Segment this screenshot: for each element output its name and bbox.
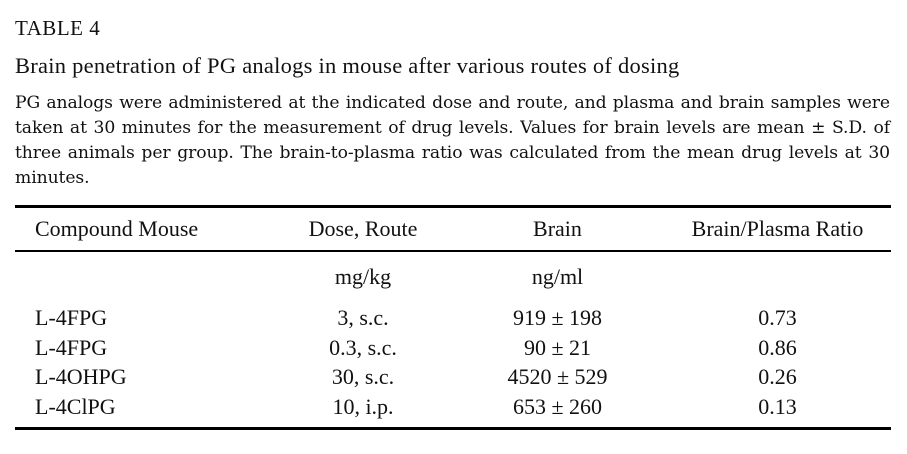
header-brain: Brain	[533, 216, 582, 241]
brain-cell: 653 ± 260	[512, 393, 603, 419]
table-title: Brain penetration of PG analogs in mouse…	[15, 53, 680, 78]
header-table: Compound Mouse Dose, Route Brain Brain/P…	[15, 216, 891, 242]
compound-cell: L-4ClPG	[35, 393, 116, 419]
unit-ratio	[664, 264, 891, 290]
top-rule	[15, 205, 891, 208]
brain-cell: 919 ± 198	[512, 305, 603, 330]
unit-brain: ng/ml	[531, 264, 584, 289]
ratio-cell: 0.73	[758, 305, 797, 330]
table-row: L-4ClPG 10, i.p. 653 ± 260 0.13	[15, 392, 891, 422]
table-row: L-4FPG 3, s.c. 919 ± 198 0.73	[15, 303, 891, 333]
dose-cell: 0.3, s.c.	[329, 334, 397, 360]
header-compound: Compound Mouse	[35, 216, 199, 241]
compound-cell: L-4FPG	[35, 305, 108, 330]
data-table: L-4FPG 3, s.c. 919 ± 198 0.73 L-4FPG 0.3…	[15, 303, 891, 421]
dose-cell: 3, s.c.	[337, 305, 389, 330]
header-dose: Dose, Route	[308, 216, 418, 241]
dose-cell: 10, i.p.	[332, 393, 394, 419]
ratio-cell: 0.13	[758, 393, 797, 419]
bottom-rule	[15, 427, 891, 430]
units-table: mg/kg ng/ml	[15, 264, 891, 290]
compound-cell: L-4FPG	[35, 334, 108, 360]
table-row: L-4FPG 0.3, s.c. 90 ± 21 0.86	[15, 333, 891, 363]
table-label: TABLE 4	[15, 16, 101, 40]
unit-dose: mg/kg	[334, 264, 392, 289]
units-row: mg/kg ng/ml	[15, 264, 891, 290]
header-rule	[15, 250, 891, 252]
unit-compound	[15, 264, 275, 290]
brain-cell: 4520 ± 529	[507, 364, 608, 389]
header-ratio: Brain/Plasma Ratio	[691, 216, 864, 241]
header-row: Compound Mouse Dose, Route Brain Brain/P…	[15, 216, 891, 242]
brain-cell: 90 ± 21	[523, 334, 592, 360]
ratio-cell: 0.26	[758, 364, 797, 389]
table-row: L-4OHPG 30, s.c. 4520 ± 529 0.26	[15, 362, 891, 392]
compound-cell: L-4OHPG	[35, 364, 127, 389]
table-caption: PG analogs were administered at the indi…	[15, 93, 890, 188]
dose-cell: 30, s.c.	[331, 364, 395, 389]
ratio-cell: 0.86	[758, 334, 797, 360]
